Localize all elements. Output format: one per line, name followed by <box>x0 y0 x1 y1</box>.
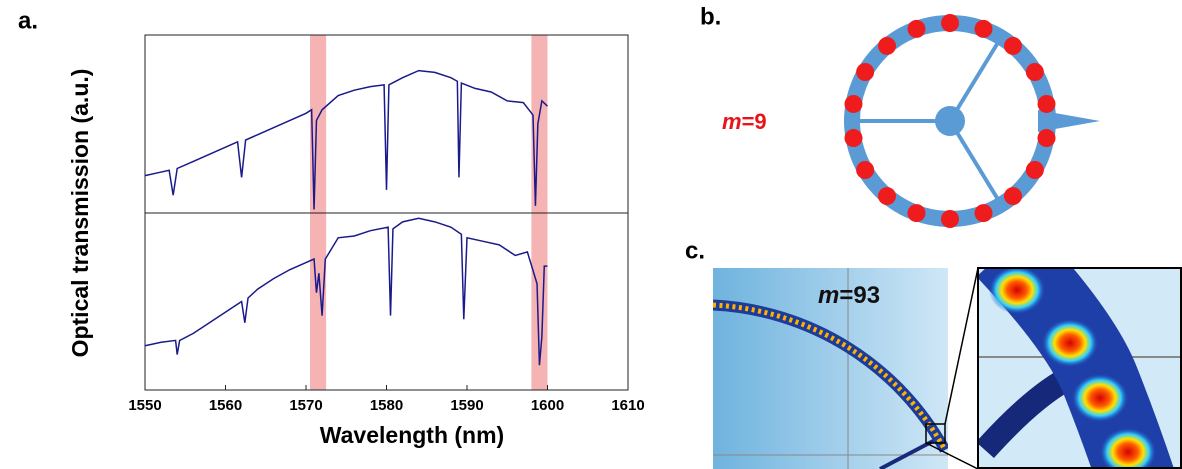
field-lobe <box>1100 428 1156 469</box>
field-lobe <box>1072 374 1128 422</box>
x-tick-label: 1560 <box>209 397 242 414</box>
bus-waveguide <box>879 438 936 469</box>
ring-dot <box>878 187 897 206</box>
ring-dot <box>1003 36 1022 55</box>
hub <box>935 106 965 136</box>
panel-label: a. <box>18 7 38 34</box>
x-tick-label: 1580 <box>370 397 403 414</box>
ring-label: m=9 <box>722 109 767 134</box>
ring-dot <box>1037 94 1056 113</box>
inset-frame <box>977 267 1182 469</box>
ring-dot <box>1025 161 1044 179</box>
ring-dot <box>907 19 926 38</box>
ring-dot <box>844 94 863 113</box>
ring-dot <box>1025 63 1044 81</box>
zoom-line <box>944 267 979 425</box>
x-tick-label: 1600 <box>531 397 564 414</box>
ring-dot <box>844 129 863 148</box>
ring-dot <box>941 210 959 228</box>
sim-label: m=93 <box>818 282 881 309</box>
ring-dot <box>856 63 875 81</box>
ring-dot <box>974 19 993 38</box>
x-tick-label: 1570 <box>289 397 322 414</box>
ring-dot <box>941 14 959 32</box>
x-tick-label: 1610 <box>611 397 644 414</box>
x-tick-label: 1590 <box>450 397 483 414</box>
panel-label: c. <box>685 237 705 264</box>
ring-dots <box>844 14 1056 228</box>
plot-frame <box>144 212 629 391</box>
zoom-line <box>925 442 979 469</box>
ring-dot <box>856 161 875 179</box>
inset-bus <box>978 369 1072 459</box>
ring-dot <box>878 36 897 55</box>
x-axis-label: Wavelength (nm) <box>320 422 504 448</box>
ring-diagram <box>844 14 1100 228</box>
sim-field <box>713 302 948 452</box>
ring-dot <box>974 204 993 223</box>
ring-dot <box>1003 187 1022 206</box>
x-tick-label: 1550 <box>128 397 161 414</box>
sim-background <box>713 268 948 469</box>
spectrum-line <box>144 69 549 210</box>
field-lobe <box>1042 319 1098 367</box>
spectrum-line <box>144 217 548 366</box>
spoke <box>948 119 1004 208</box>
simulation <box>713 267 1182 469</box>
ring-dot <box>907 204 926 223</box>
zoom-box <box>925 423 946 444</box>
spoke <box>948 34 1004 123</box>
ring-dot <box>1037 129 1056 148</box>
plot: 1550 1560 1570 1580 1590 1600 1610 <box>128 34 645 414</box>
y-axis-label: Optical transmission (a.u.) <box>67 69 93 358</box>
panel-label: b. <box>700 3 721 30</box>
field-lobe <box>989 268 1045 314</box>
